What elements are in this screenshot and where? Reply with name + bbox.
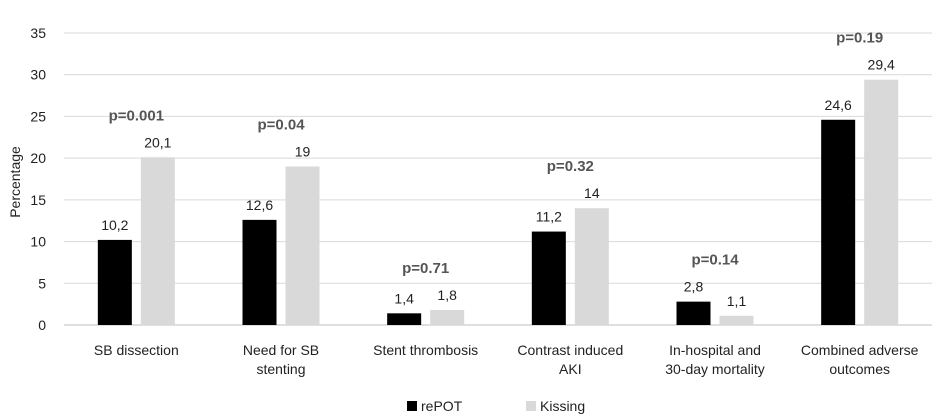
category-label: Need for SB [243, 342, 319, 358]
category-label: 30-day mortality [665, 361, 765, 377]
category-labels: SB dissection Need for SB stenting Stent th… [94, 342, 919, 377]
category-label: AKI [559, 361, 582, 377]
category-label: SB dissection [94, 342, 179, 358]
y-tick-label: 25 [30, 108, 46, 124]
bar-repot [387, 313, 422, 325]
category-label: Combined adverse [801, 342, 919, 358]
y-tick-label: 15 [30, 192, 46, 208]
bar-kissing [574, 208, 609, 325]
y-axis-ticks: 0 5 10 15 20 25 30 35 [30, 25, 46, 333]
y-tick-label: 0 [38, 317, 46, 333]
bar-repot [97, 239, 132, 325]
category-label: Stent thrombosis [373, 342, 478, 358]
gridlines [64, 32, 932, 326]
data-label: 11,2 [536, 209, 562, 225]
data-label: 1,1 [727, 293, 747, 309]
data-label: 20,1 [144, 134, 171, 150]
category-label: In-hospital and [669, 342, 761, 358]
bar-kissing [864, 79, 899, 325]
p-value-label: p=0.71 [402, 260, 449, 277]
bar-repot [821, 119, 856, 325]
data-label: 1,8 [437, 287, 457, 303]
data-label: 1,4 [394, 290, 414, 306]
bars: 10,2 20,1 p=0.001 12,6 19 p=0.04 1,4 1,8 p=0.71 1… [97, 30, 899, 325]
data-label: 2,8 [684, 279, 704, 295]
data-label: 10,2 [101, 217, 128, 233]
legend: rePOT Kissing [407, 398, 585, 414]
y-axis-label: Percentage [7, 146, 23, 218]
legend-swatch-kissing [526, 401, 536, 411]
data-label: 14 [584, 185, 600, 201]
bar-kissing [285, 166, 320, 325]
y-tick-label: 10 [30, 234, 46, 250]
bar-kissing [140, 157, 175, 325]
y-tick-label: 35 [30, 25, 46, 41]
legend-label-kissing: Kissing [540, 398, 585, 414]
bar-repot [676, 301, 711, 325]
y-tick-label: 5 [38, 275, 46, 291]
legend-swatch-repot [407, 401, 417, 411]
bar-repot [242, 219, 277, 325]
category-label: outcomes [829, 361, 890, 377]
y-tick-label: 30 [30, 67, 46, 83]
p-value-label: p=0.19 [836, 30, 883, 47]
bar-kissing [719, 315, 754, 325]
data-label: 24,6 [825, 97, 852, 113]
data-label: 12,6 [246, 197, 273, 213]
category-label: stenting [256, 361, 305, 377]
p-value-label: p=0.001 [109, 107, 164, 124]
p-value-label: p=0.04 [257, 116, 305, 133]
p-value-label: p=0.32 [547, 158, 594, 175]
p-value-label: p=0.14 [691, 252, 739, 269]
data-label: 29,4 [868, 57, 895, 73]
bar-repot [531, 231, 566, 325]
bar-kissing [430, 309, 465, 325]
y-tick-label: 20 [30, 150, 46, 166]
legend-label-repot: rePOT [421, 398, 463, 414]
category-label: Contrast induced [517, 342, 623, 358]
data-label: 19 [295, 143, 311, 159]
